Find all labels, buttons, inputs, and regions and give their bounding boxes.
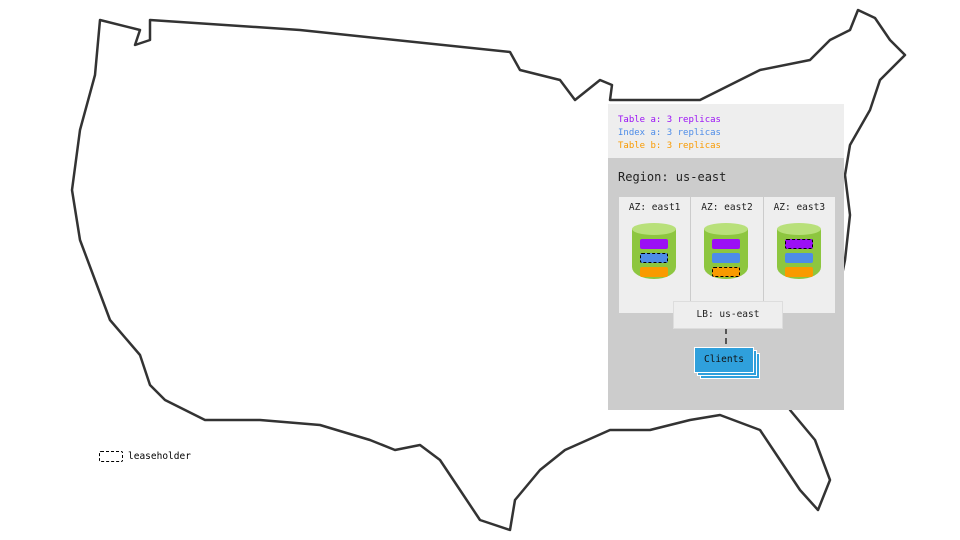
replica-index-a (784, 253, 813, 263)
leaseholder-key-label: leaseholder (128, 451, 191, 462)
replica-table-a (712, 239, 741, 249)
database-node-icon (632, 223, 676, 285)
legend-table-a: Table a: 3 replicas (618, 115, 721, 125)
database-node-icon (776, 223, 821, 285)
legend-table-b: Table b: 3 replicas (618, 141, 721, 151)
az-east1: AZ: east1 (619, 197, 691, 313)
az-label: AZ: east1 (628, 202, 681, 213)
load-balancer: LB: us-east (673, 301, 783, 329)
dashed-box-icon (99, 451, 123, 462)
replica-table-a-leaseholder (784, 239, 813, 249)
replica-table-b (784, 267, 813, 277)
region-panel: Table a: 3 replicas Index a: 3 replicas … (608, 104, 844, 410)
availability-zones: AZ: east1 AZ: east2 AZ: east3 (619, 197, 835, 313)
az-east2: AZ: east2 (691, 197, 763, 313)
az-label: AZ: east2 (701, 202, 753, 213)
replica-table-b (640, 267, 668, 277)
legend-index-a: Index a: 3 replicas (618, 128, 721, 138)
replica-legend: Table a: 3 replicas Index a: 3 replicas … (608, 104, 844, 158)
leaseholder-key: leaseholder (99, 451, 191, 462)
clients-box: Clients (694, 347, 754, 373)
az-label: AZ: east3 (773, 202, 826, 213)
replica-index-a (712, 253, 741, 263)
replica-index-a-leaseholder (640, 253, 668, 263)
az-east3: AZ: east3 (763, 197, 835, 313)
region-label: Region: us-east (618, 170, 727, 184)
replica-table-b-leaseholder (712, 267, 741, 277)
replica-table-a (640, 239, 668, 249)
database-node-icon (704, 223, 749, 285)
